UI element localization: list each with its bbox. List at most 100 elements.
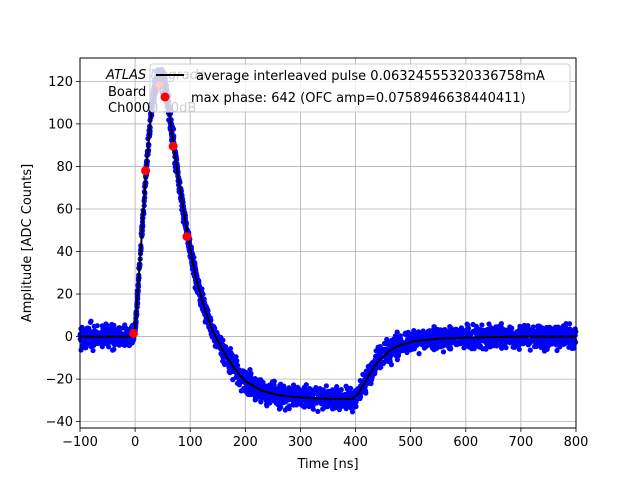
scatter-point <box>486 321 492 327</box>
scatter-point <box>442 327 448 333</box>
scatter-point <box>473 327 479 333</box>
scatter-point <box>464 341 470 347</box>
x-tick-label: 300 <box>288 435 313 450</box>
x-axis-label: Time [ns] <box>296 457 358 472</box>
max-phase-marker <box>141 166 151 176</box>
y-tick-label: 60 <box>56 202 73 217</box>
scatter-point <box>269 379 276 385</box>
scatter-point <box>448 346 454 352</box>
scatter-point <box>296 391 302 397</box>
x-tick-label: 800 <box>564 435 589 450</box>
scatter-point <box>419 342 425 348</box>
y-tick-label: −20 <box>46 373 73 388</box>
scatter-point <box>305 398 311 404</box>
scatter-point <box>512 341 518 347</box>
scatter-point <box>103 321 109 327</box>
max-phase-marker <box>128 328 138 338</box>
scatter-point <box>307 386 313 392</box>
x-tick-label: 400 <box>343 435 368 450</box>
scatter-point <box>300 403 306 409</box>
scatter-point <box>291 382 297 388</box>
scatter-point <box>312 390 318 396</box>
scatter-point <box>394 329 400 335</box>
scatter-point <box>464 326 470 332</box>
scatter-point <box>306 392 312 398</box>
scatter-point <box>296 386 302 392</box>
scatter-point <box>312 399 318 405</box>
legend-entry-line: average interleaved pulse 0.063245553203… <box>196 69 545 84</box>
scatter-point <box>229 355 235 361</box>
scatter-point <box>405 345 412 351</box>
scatter-point <box>488 343 494 349</box>
scatter-point <box>247 367 253 373</box>
scatter-point <box>536 323 543 329</box>
scatter-point <box>393 334 399 341</box>
scatter-point <box>226 369 232 375</box>
scatter-point <box>514 330 520 336</box>
scatter-point <box>498 326 505 332</box>
scatter-point <box>286 397 292 403</box>
scatter-point <box>525 323 531 329</box>
max-phase-marker <box>182 232 192 242</box>
scatter-point <box>544 346 550 352</box>
scatter-point <box>533 343 540 349</box>
y-tick-label: 80 <box>56 160 73 175</box>
scatter-point <box>351 399 357 405</box>
scatter-point <box>477 338 483 344</box>
scatter-point <box>498 343 504 349</box>
scatter-point <box>469 344 475 350</box>
scatter-point <box>523 327 529 334</box>
legend-marker-swatch <box>160 92 170 102</box>
scatter-point <box>233 354 239 360</box>
scatter-point <box>555 324 561 330</box>
scatter-point <box>315 408 321 414</box>
scatter-point <box>286 403 292 409</box>
scatter-point <box>455 340 461 346</box>
scatter-point <box>454 331 460 337</box>
scatter-point <box>557 344 563 350</box>
y-tick-label: 20 <box>56 288 73 303</box>
scatter-point <box>519 327 526 333</box>
scatter-point <box>424 342 430 348</box>
scatter-point <box>240 370 246 376</box>
scatter-point <box>561 336 567 343</box>
scatter-point <box>458 325 464 331</box>
scatter-point <box>349 409 356 415</box>
scatter-point <box>473 342 479 348</box>
x-tick-label: 700 <box>508 435 533 450</box>
scatter-point <box>432 333 438 339</box>
scatter-point <box>111 322 117 328</box>
scatter-point <box>276 406 282 412</box>
scatter-point <box>572 326 578 332</box>
scatter-point <box>552 341 558 347</box>
max-phase-marker <box>168 141 178 151</box>
scatter-point <box>507 324 513 330</box>
scatter-point <box>282 407 288 413</box>
scatter-point <box>546 340 552 347</box>
scatter-point <box>106 344 112 350</box>
scatter-point <box>333 392 340 398</box>
scatter-point <box>313 385 319 391</box>
scatter-point <box>103 340 109 347</box>
scatter-point <box>483 345 489 351</box>
scatter-point <box>449 340 455 346</box>
scatter-point <box>431 346 438 352</box>
scatter-point <box>301 389 307 395</box>
legend-entry-markers: max phase: 642 (OFC amp=0.07589466384404… <box>191 91 526 106</box>
scatter-point <box>347 385 353 391</box>
scatter-point <box>90 347 96 354</box>
scatter-point <box>91 342 97 348</box>
scatter-point <box>111 346 117 352</box>
scatter-point <box>121 325 127 331</box>
scatter-point <box>388 362 394 368</box>
x-tick-label: 0 <box>131 435 139 450</box>
scatter-point <box>516 346 522 352</box>
scatter-point <box>508 329 514 335</box>
scatter-point <box>448 325 454 331</box>
scatter-point <box>274 399 280 405</box>
scatter-point <box>538 343 544 350</box>
scatter-point <box>438 341 444 347</box>
x-tick-label: −100 <box>62 435 98 450</box>
scatter-point <box>540 331 546 337</box>
